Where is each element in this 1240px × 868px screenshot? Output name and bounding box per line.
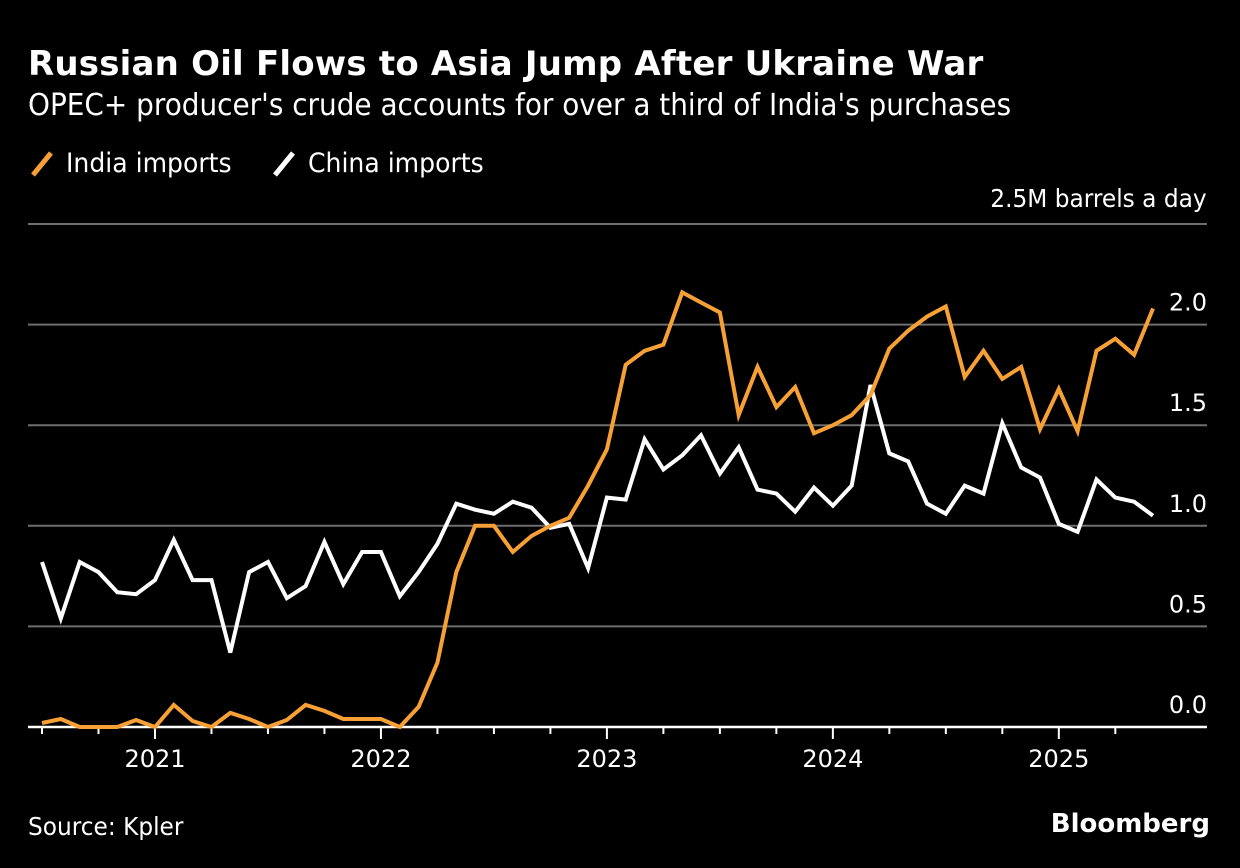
chart-title: Russian Oil Flows to Asia Jump After Ukr… [28, 44, 984, 84]
y-tick-label: 1.0 [1169, 490, 1207, 518]
x-tick-label: 2025 [1028, 745, 1089, 773]
legend-label-india: India imports [66, 148, 232, 179]
china-swatch-icon [273, 150, 295, 177]
x-axis: 2021 2022 2023 2024 2025 [28, 725, 1207, 773]
legend-label-china: China imports [308, 148, 484, 179]
chart-subtitle: OPEC+ producer's crude accounts for over… [28, 88, 1012, 123]
y-tick-labels: 0.0 0.5 1.0 1.5 2.0 [1169, 289, 1207, 719]
y-tick-label: 0.5 [1169, 590, 1207, 618]
y-tick-label: 1.5 [1169, 389, 1207, 417]
x-tick-label: 2023 [576, 745, 637, 773]
y-tick-label: 0.0 [1169, 691, 1207, 719]
x-tick-label: 2021 [124, 745, 185, 773]
legend-item-china: China imports [270, 148, 497, 179]
y-axis-unit-label: 2.5M barrels a day [990, 184, 1207, 213]
series-lines [40, 289, 1155, 730]
source-note: Source: Kpler [28, 812, 184, 841]
gridlines [28, 223, 1207, 628]
legend: India imports China imports [28, 148, 523, 179]
china-imports-line [40, 384, 1155, 654]
x-tick-label: 2024 [802, 745, 863, 773]
bloomberg-logo: Bloomberg [1050, 809, 1210, 839]
y-tick-label: 2.0 [1169, 289, 1207, 317]
legend-item-india: India imports [28, 148, 244, 179]
x-tick-label: 2022 [350, 745, 411, 773]
india-imports-line [41, 289, 1155, 730]
india-swatch-icon [31, 150, 53, 177]
